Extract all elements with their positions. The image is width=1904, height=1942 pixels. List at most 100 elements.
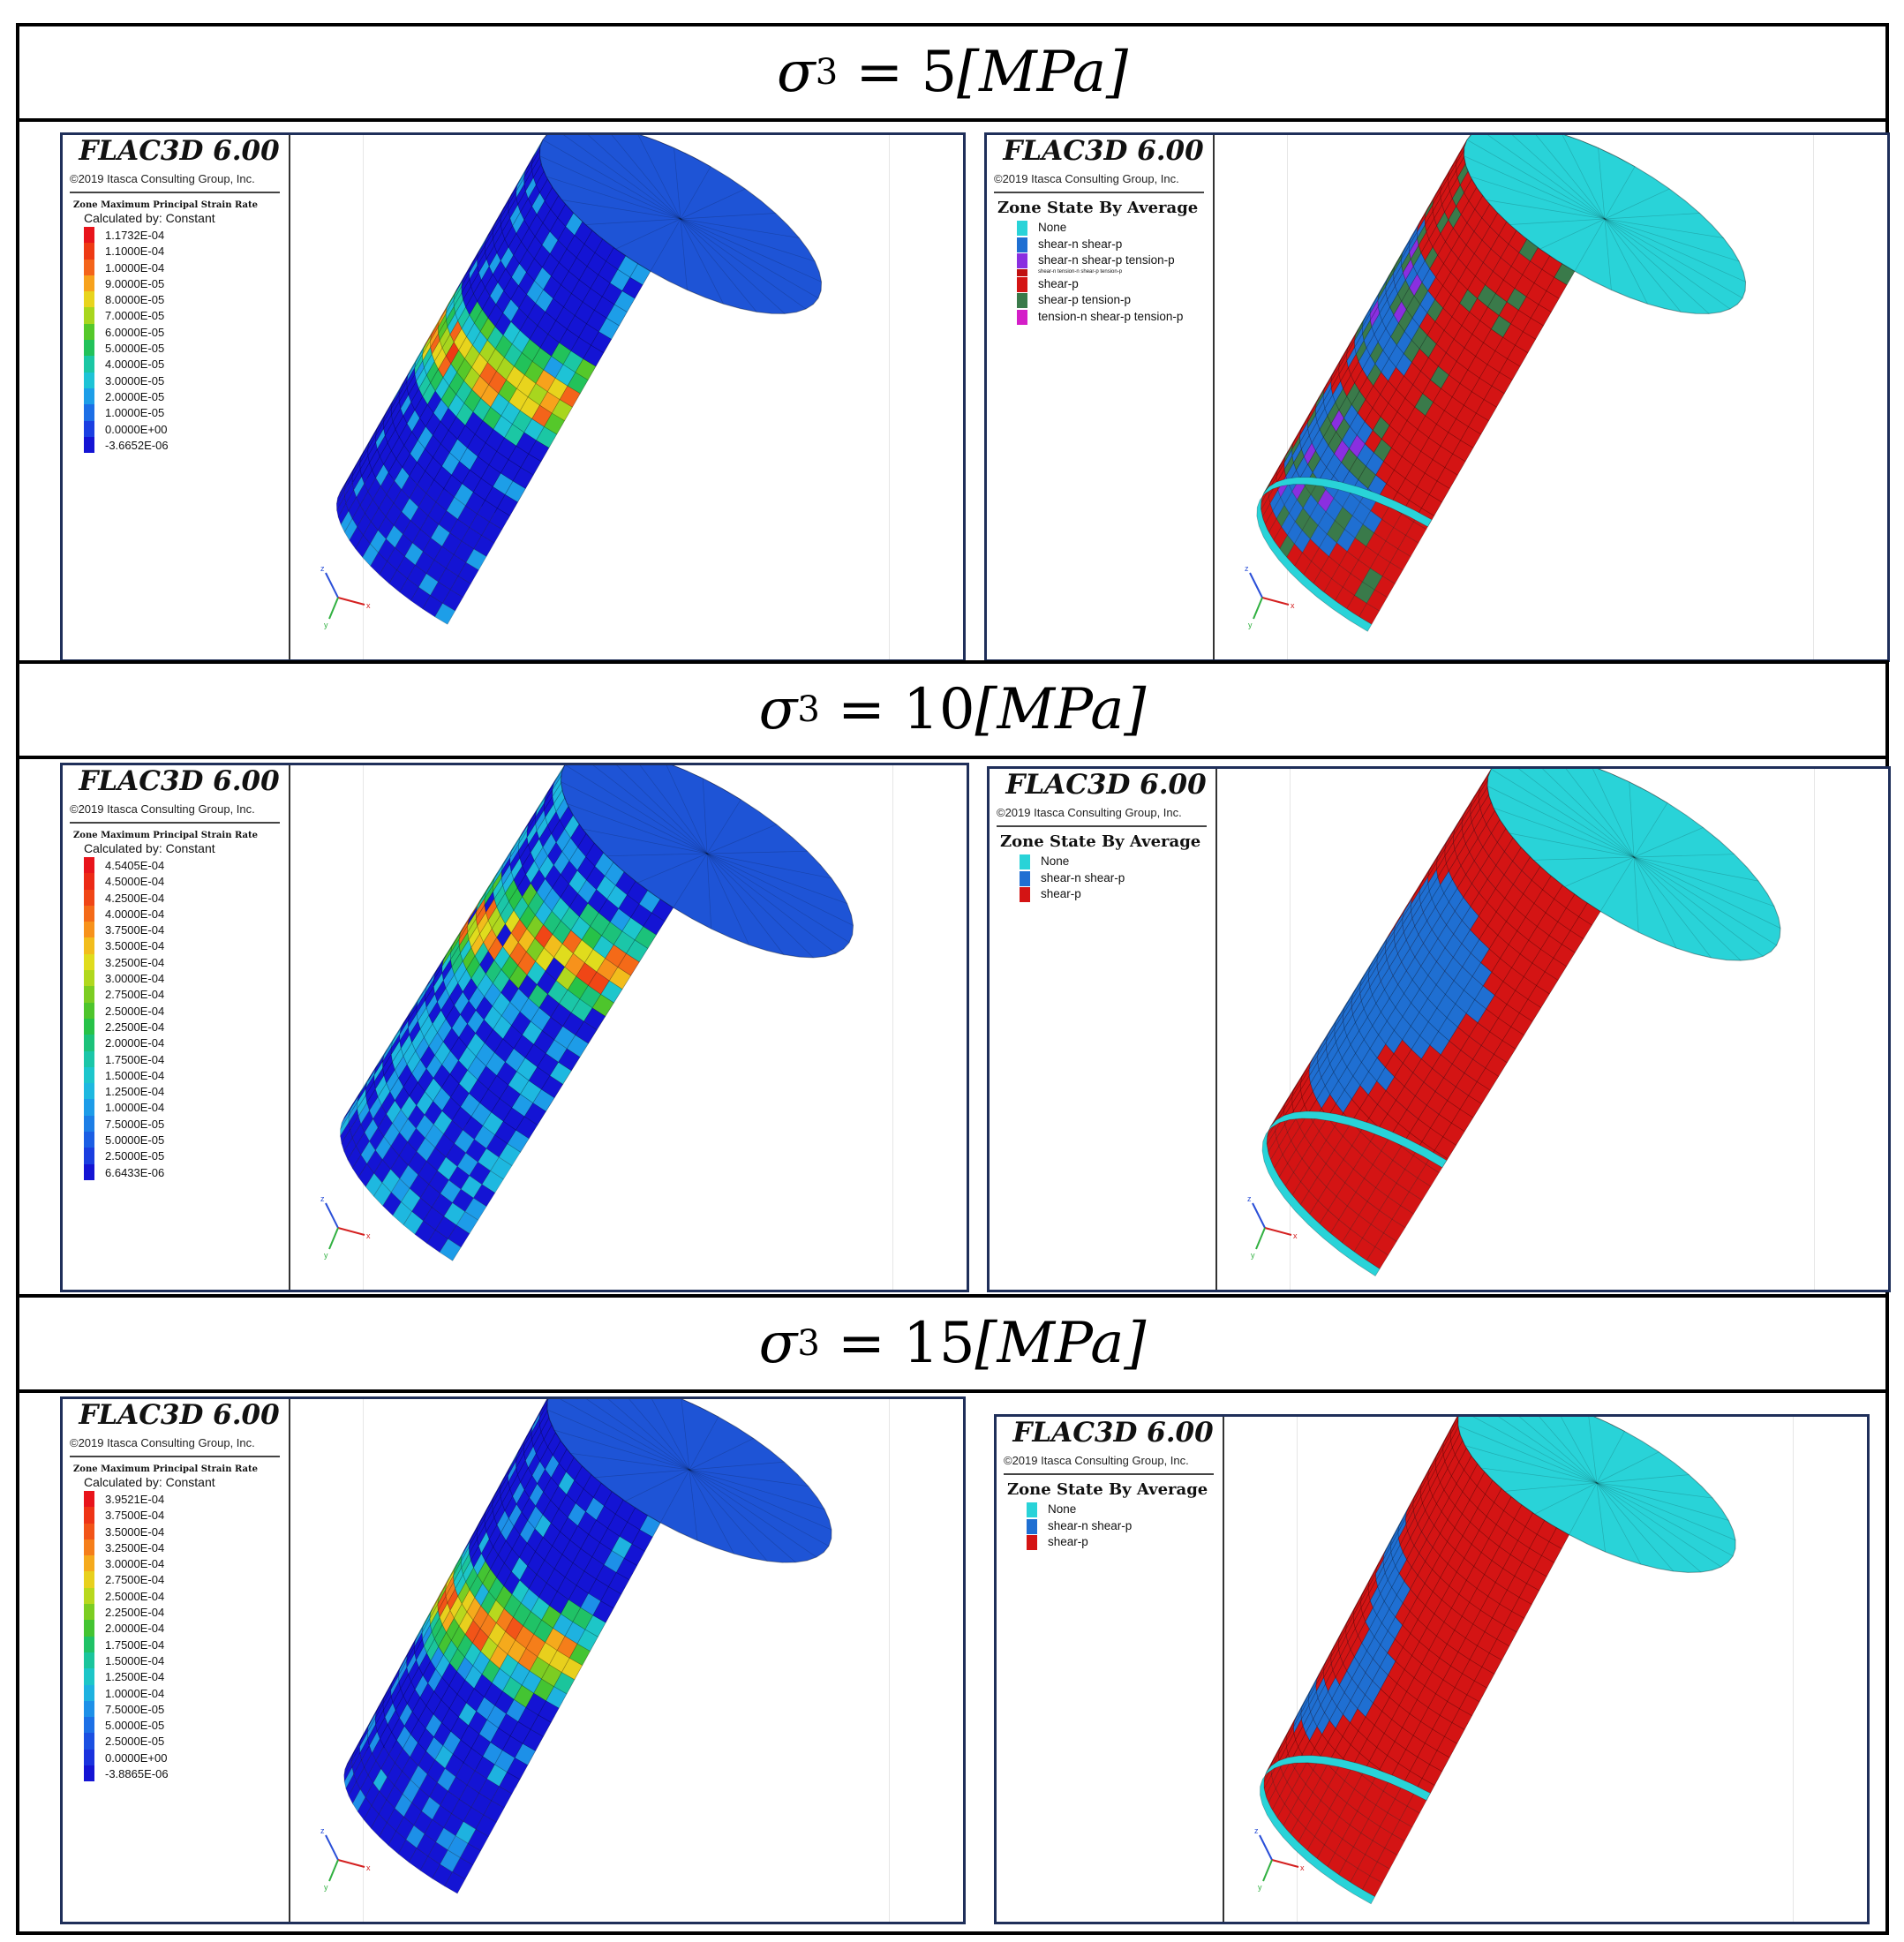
scale-swatch — [84, 970, 94, 987]
legend-title: Zone Maximum Principal Strain Rate — [73, 200, 258, 210]
equals-sign: = — [838, 40, 922, 105]
scale-label: 1.0000E-04 — [105, 1101, 165, 1115]
y-axis-label: y — [1258, 1883, 1262, 1892]
cylinder-model — [340, 765, 854, 1261]
divider — [16, 1294, 1889, 1298]
scale-label: 1.7500E-04 — [105, 1052, 165, 1066]
state-label: shear-p — [1041, 887, 1081, 900]
legend-pane: FLAC3D 6.00 ©2019 Itasca Consulting Group… — [987, 135, 1215, 659]
scale-swatch — [84, 340, 94, 357]
scale-swatch — [84, 1115, 94, 1133]
state-label: shear-p — [1038, 276, 1079, 290]
scale-label: 1.0000E-04 — [105, 260, 165, 275]
model-viewport: z x y — [1247, 769, 1781, 1277]
scale-label: 1.7500E-04 — [105, 1637, 165, 1652]
viewport-guide — [363, 1399, 364, 1922]
divider — [16, 756, 1889, 759]
app-title: FLAC3D 6.00 — [1003, 135, 1204, 167]
scale-label: 3.0000E-04 — [105, 972, 165, 986]
scale-swatch — [84, 372, 94, 388]
scale-swatch — [84, 1066, 94, 1084]
scale-swatch — [84, 1018, 94, 1035]
legend-title: Zone State By Average — [1000, 832, 1201, 851]
scale-label: 5.0000E-05 — [105, 342, 165, 356]
axis-triad-icon: z x y — [320, 1826, 371, 1892]
scale-label: 2.0000E-05 — [105, 389, 165, 403]
sigma-subscript: 3 — [815, 52, 839, 93]
scale-label: 9.0000E-05 — [105, 276, 165, 290]
scale-label: 3.2500E-04 — [105, 1540, 165, 1554]
legend-rule — [70, 822, 280, 824]
scale-swatch — [84, 1555, 94, 1572]
scale-label: 6.0000E-05 — [105, 325, 165, 339]
model-viewport: z x y — [1254, 1417, 1736, 1905]
divider — [16, 1389, 1889, 1393]
state-swatch — [1017, 268, 1027, 276]
copyright-text: ©2019 Itasca Consulting Group, Inc. — [994, 172, 1179, 185]
scale-label: 6.6433E-06 — [105, 1165, 165, 1179]
sigma-subscript: 3 — [797, 1323, 820, 1364]
scale-label: 2.7500E-04 — [105, 1573, 165, 1587]
viewport-guide — [363, 765, 364, 1290]
cylinder-model — [335, 135, 823, 625]
scale-swatch — [84, 227, 94, 244]
viewport-guide — [1813, 135, 1814, 659]
copyright-text: ©2019 Itasca Consulting Group, Inc. — [70, 802, 255, 816]
state-swatch — [1017, 221, 1027, 236]
scale-label: 7.5000E-05 — [105, 1702, 165, 1716]
scale-swatch — [84, 857, 94, 874]
scale-label: 1.5000E-04 — [105, 1068, 165, 1082]
legend-rule — [70, 192, 280, 193]
state-swatch — [1020, 870, 1030, 886]
scale-swatch — [84, 889, 94, 906]
axis-triad-icon: z x y — [320, 564, 371, 629]
equals-sign: = — [819, 1311, 904, 1376]
scale-swatch — [84, 937, 94, 954]
y-axis-label: y — [324, 1251, 328, 1260]
y-axis-label: y — [1251, 1251, 1255, 1260]
app-title: FLAC3D 6.00 — [79, 135, 280, 167]
scale-label: 3.5000E-04 — [105, 1524, 165, 1539]
scale-label: 3.7500E-04 — [105, 1509, 165, 1523]
strain-rate-panel-3: FLAC3D 6.00 ©2019 Itasca Consulting Group… — [60, 1396, 966, 1924]
state-swatch — [1020, 854, 1030, 869]
scale-label: 4.2500E-04 — [105, 891, 165, 905]
sigma-symbol: σ — [758, 1311, 798, 1376]
state-swatch — [1027, 1535, 1037, 1550]
legend-pane: FLAC3D 6.00 ©2019 Itasca Consulting Group… — [990, 769, 1217, 1290]
scale-swatch — [84, 1050, 94, 1067]
state-label: shear-n shear-p — [1048, 1518, 1133, 1532]
scale-swatch — [84, 1652, 94, 1669]
z-axis-label: z — [320, 1194, 325, 1203]
legend-pane: FLAC3D 6.00 ©2019 Itasca Consulting Group… — [63, 1399, 290, 1922]
state-swatch — [1027, 1502, 1037, 1517]
scale-swatch — [84, 1002, 94, 1019]
scale-label: 3.0000E-05 — [105, 373, 165, 388]
scale-swatch — [84, 1132, 94, 1148]
scale-label: 4.0000E-05 — [105, 358, 165, 372]
state-swatch — [1020, 887, 1030, 902]
scale-swatch — [84, 388, 94, 405]
scale-swatch — [84, 1163, 94, 1180]
y-axis-label: y — [1248, 621, 1253, 629]
state-swatch — [1017, 293, 1027, 308]
scale-swatch — [84, 420, 94, 437]
legend-title: Zone State By Average — [997, 199, 1199, 217]
scale-swatch — [84, 1668, 94, 1685]
state-swatch — [1017, 309, 1027, 325]
legend-title: Zone Maximum Principal Strain Rate — [73, 831, 258, 840]
scale-label: 3.5000E-04 — [105, 939, 165, 953]
scale-label: 1.2500E-04 — [105, 1670, 165, 1684]
cylinder-model — [343, 1399, 832, 1894]
cylinder-model — [1261, 769, 1781, 1277]
state-swatch — [1017, 237, 1027, 252]
axis-triad-icon: z x y — [320, 1194, 371, 1260]
divider — [16, 118, 1889, 122]
scale-swatch — [84, 953, 94, 971]
scale-label: 5.0000E-05 — [105, 1133, 165, 1148]
scale-swatch — [84, 356, 94, 373]
state-label: shear-n shear-p — [1041, 870, 1125, 884]
model-viewport: z x y — [320, 1399, 832, 1894]
